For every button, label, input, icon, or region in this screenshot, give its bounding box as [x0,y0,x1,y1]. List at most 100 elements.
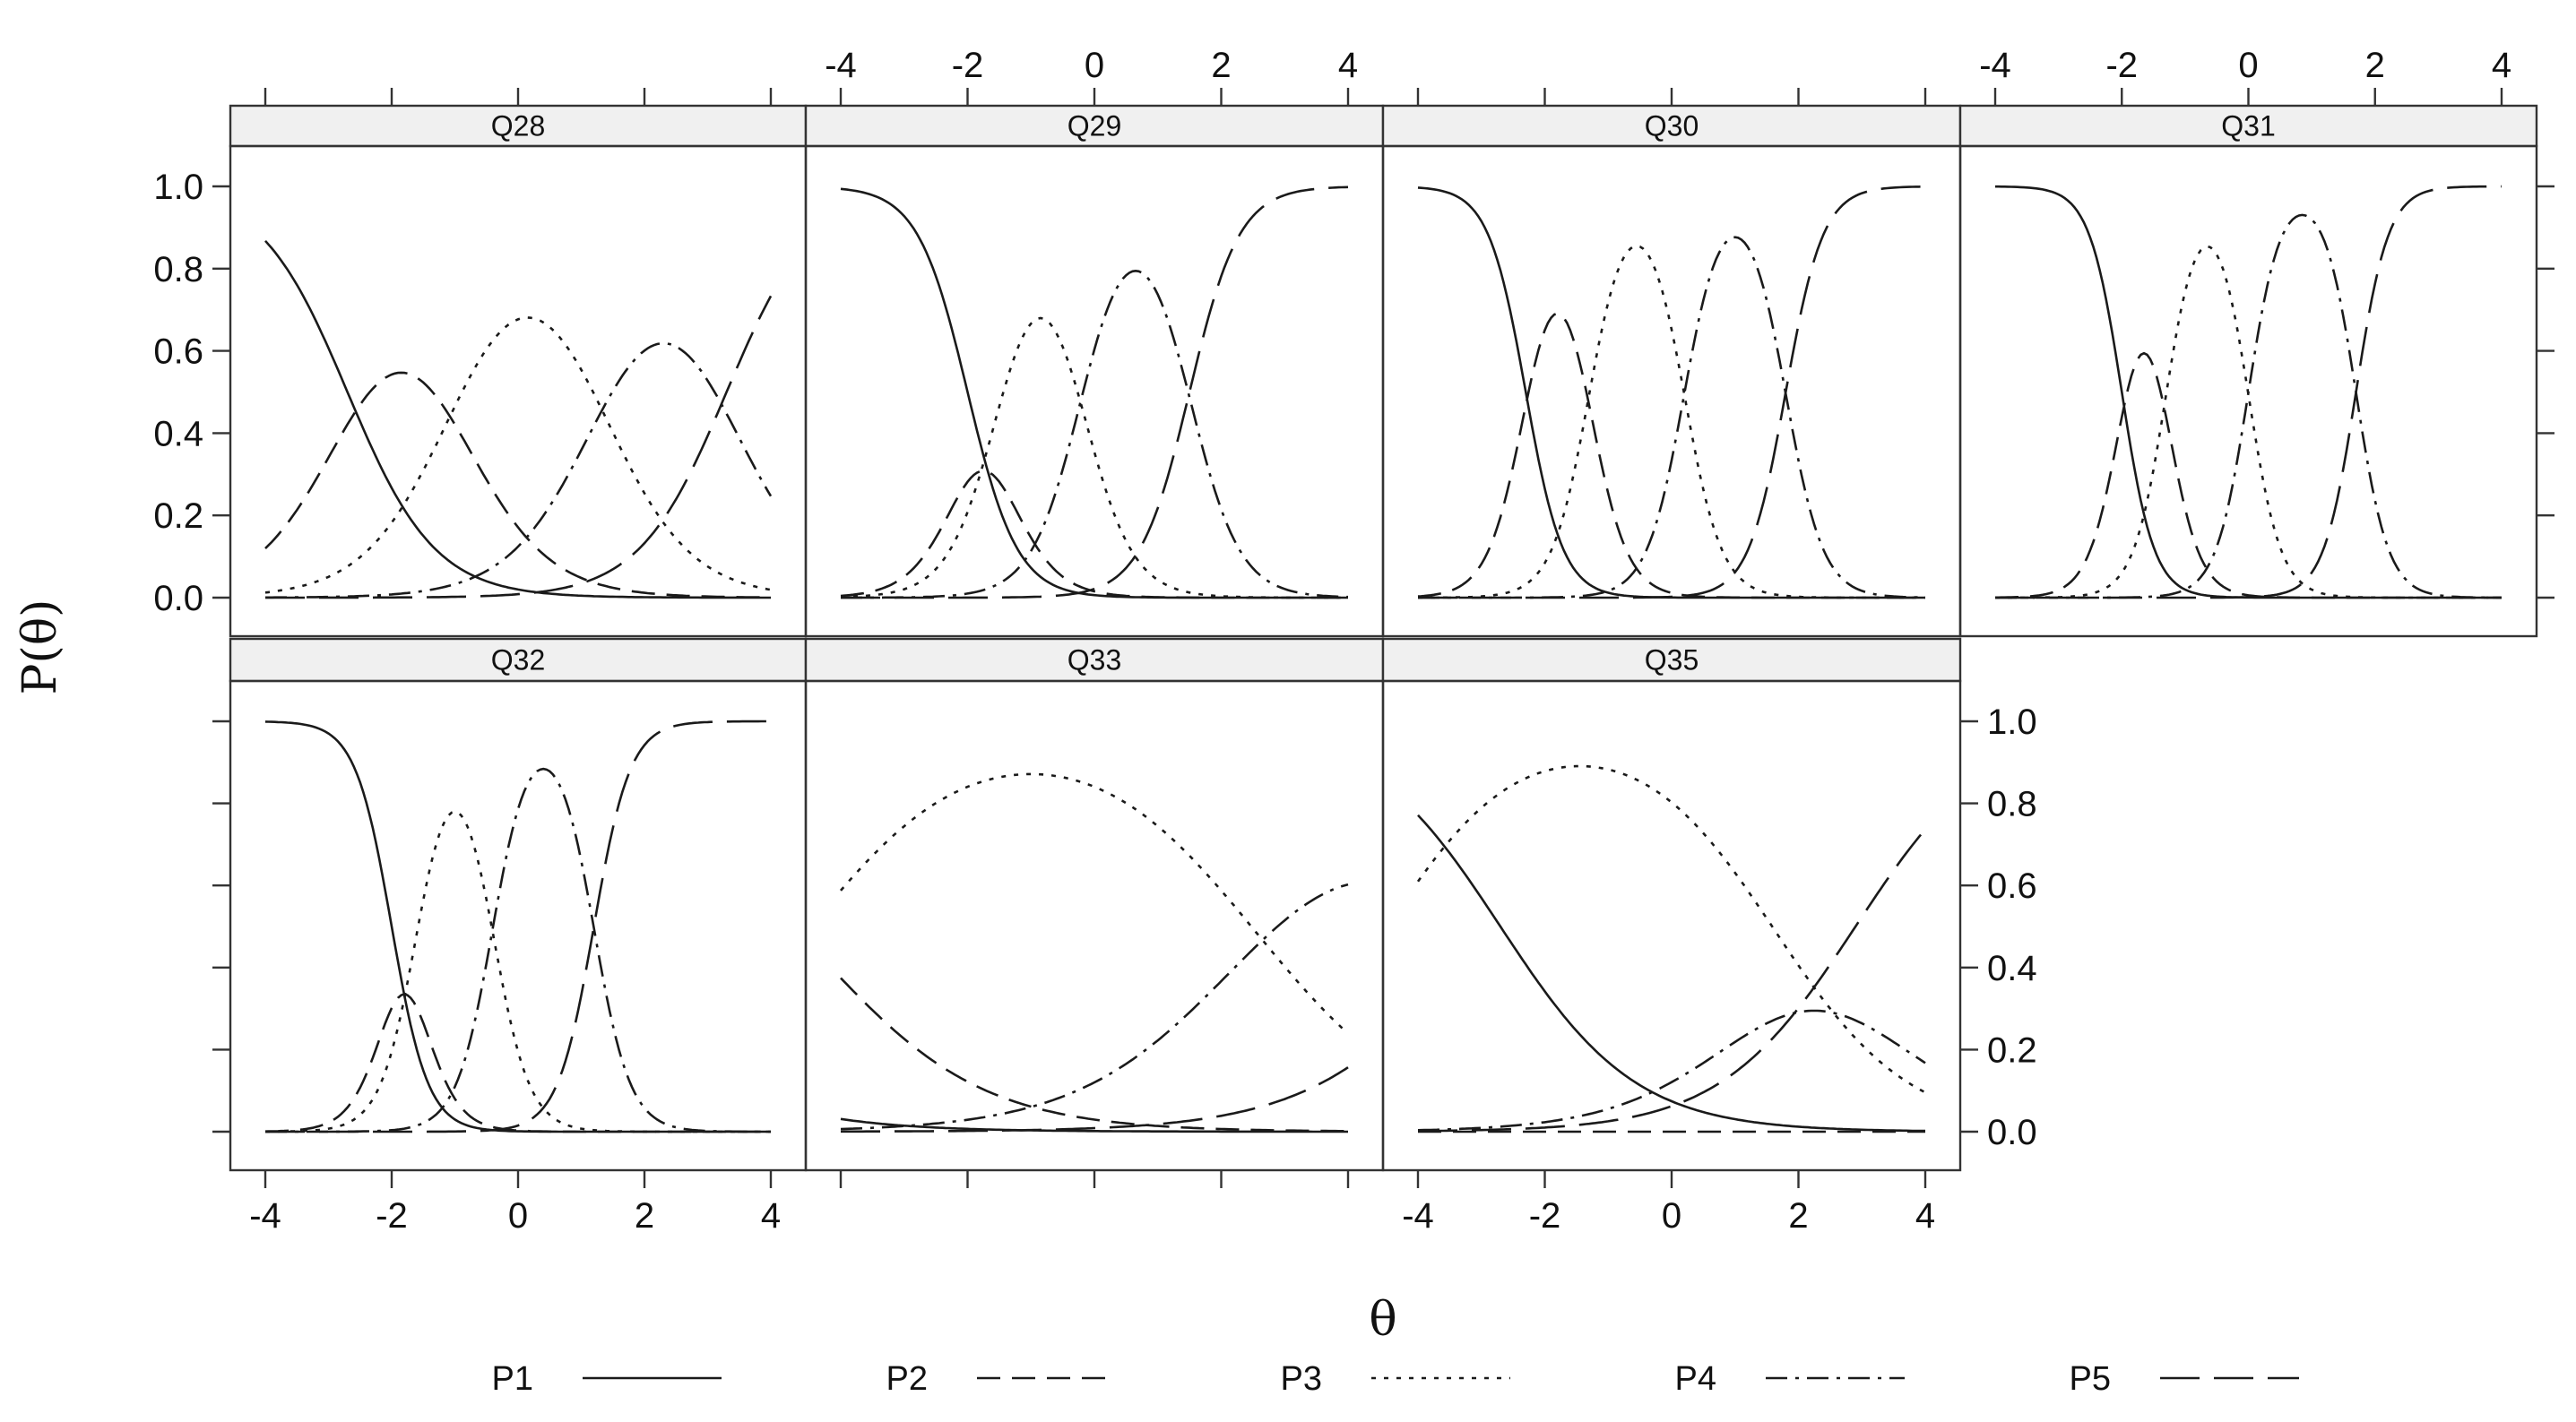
panel-Q33: Q33 [804,637,1385,1172]
axes-layer: -4 -2 0 2 4 -4 -2 0 2 4 -4 -2 0 2 4 -4 -2 0 2 4 0.0 0.2 0.4 0.6… [153,46,2554,1236]
legend-item-p1: P1 [492,1360,722,1398]
panel-frame [229,144,808,638]
panel-frame [1381,679,1962,1172]
curve-p1-q29 [840,187,1348,599]
curve-p4-q31 [1995,213,2502,599]
curve-p3-q28 [264,316,772,594]
y-tick-label: 0.6 [1987,866,2037,906]
y-axis-right-Q31 [2537,185,2554,599]
y-axis-right-Q35: 0.0 0.2 0.4 0.6 0.8 1.0 [1960,702,2037,1152]
x-tick-label: 0 [1085,46,1104,85]
x-axis-top-Q28 [264,88,773,106]
legend-label: P4 [1675,1360,1716,1398]
curve-p5-q35 [1417,828,1926,1133]
panel-Q30: Q30 [1381,104,1962,638]
curve-p4-q30 [1418,236,1925,599]
curve-p5-q32 [265,720,771,1133]
x-axis-bottom-Q35: -4 -2 0 2 4 [1402,1170,1935,1236]
panel-Q29: Q29 [804,104,1385,638]
curve-p4-q33 [840,883,1349,1131]
panel-strip [804,637,1385,683]
curve-p4-q35 [1417,1009,1926,1132]
curve-p3-q35 [1416,764,1926,1094]
y-axis-left-Q28: 0.0 0.2 0.4 0.6 0.8 1.0 [153,168,230,618]
curve-p4-q28 [265,341,773,599]
curve-p1-q35 [1417,814,1925,1133]
y-tick-label: 0.8 [153,250,203,289]
legend-label: P2 [886,1360,928,1398]
curve-p2-q31 [1995,351,2502,599]
curve-p5-q31 [1995,185,2502,599]
y-tick-label: 0.0 [1987,1113,2037,1152]
panel-frame [229,679,808,1172]
curve-p5-q28 [265,295,773,599]
x-tick-label: 0 [1662,1196,1681,1236]
x-tick-label: -2 [952,46,984,85]
curve-p3-q30 [1417,245,1925,599]
panel-strip-label: Q35 [1645,644,1699,677]
x-tick-label: -4 [825,46,857,85]
panel-Q35: Q35 [1381,637,1962,1172]
panel-strip-label: Q29 [1068,110,1121,142]
x-tick-label: 4 [761,1196,781,1236]
panel-strip-label: Q31 [2221,110,2275,142]
panel-strip [229,637,808,683]
x-tick-label: 2 [2365,46,2385,85]
curve-p1-q33 [840,1117,1348,1133]
curve-p5-q29 [841,185,1349,599]
curve-p4-q29 [841,269,1349,599]
panel-strip-label: Q32 [491,644,545,677]
panel-Q31: Q31 [1958,104,2538,638]
curve-p5-q33 [841,1066,1349,1133]
legend-label: P5 [2070,1360,2111,1398]
y-tick-label: 1.0 [1987,702,2037,742]
panels-layer: Q28 Q29 Q30 Q31 Q32 Q33 Q35 [229,104,2538,1172]
panel-strip [1958,104,2538,148]
y-tick-label: 0.4 [153,414,203,453]
x-axis-top-Q31: -4 -2 0 2 4 [1979,46,2511,106]
x-axis-top-Q30 [1416,88,1927,106]
curve-p2-q33 [840,977,1348,1133]
panel-strip-label: Q28 [491,110,545,142]
panel-Q32: Q32 [229,637,808,1172]
x-tick-label: 4 [1915,1196,1935,1236]
x-axis-title: θ [1369,1293,1396,1347]
y-tick-label: 0.2 [153,496,203,536]
panel-frame [1381,144,1962,638]
x-tick-label: -2 [2105,46,2138,85]
y-tick-label: 0.8 [1987,785,2037,824]
curve-p3-q31 [1995,245,2502,599]
x-tick-label: -4 [1979,46,2011,85]
panel-strip [229,104,808,148]
y-tick-label: 0.6 [153,332,203,372]
legend-item-p4: P4 [1675,1360,1905,1398]
curve-p3-q32 [265,810,771,1133]
legend-item-p2: P2 [886,1360,1116,1398]
y-axis-left-Q32 [212,720,230,1133]
x-tick-label: -2 [376,1196,408,1236]
curve-p3-q29 [840,316,1348,599]
y-tick-label: 0.2 [1987,1030,2037,1070]
panel-strip-label: Q33 [1068,644,1121,677]
panel-Q28: Q28 [229,104,808,638]
x-tick-label: 0 [2238,46,2258,85]
legend-item-p5: P5 [2070,1360,2299,1398]
curve-p2-q28 [264,371,771,599]
x-tick-label: 2 [635,1196,654,1236]
curve-p2-q29 [840,470,1348,599]
x-tick-label: 4 [1338,46,1358,85]
x-axis-bottom-Q33 [839,1170,1350,1188]
x-tick-label: 0 [508,1196,528,1236]
curve-p3-q33 [840,772,1349,1035]
curve-p4-q32 [265,767,771,1133]
y-tick-label: 0.0 [153,579,203,618]
x-tick-label: 2 [1788,1196,1808,1236]
x-tick-label: 2 [1211,46,1231,85]
panel-strip [804,104,1385,148]
curve-p1-q28 [264,239,771,599]
legend-label: P1 [492,1360,533,1398]
legend-label: P3 [1281,1360,1322,1398]
legend: P1 P2 P3 P4 P5 [492,1360,2299,1398]
curve-p5-q30 [1418,185,1925,599]
